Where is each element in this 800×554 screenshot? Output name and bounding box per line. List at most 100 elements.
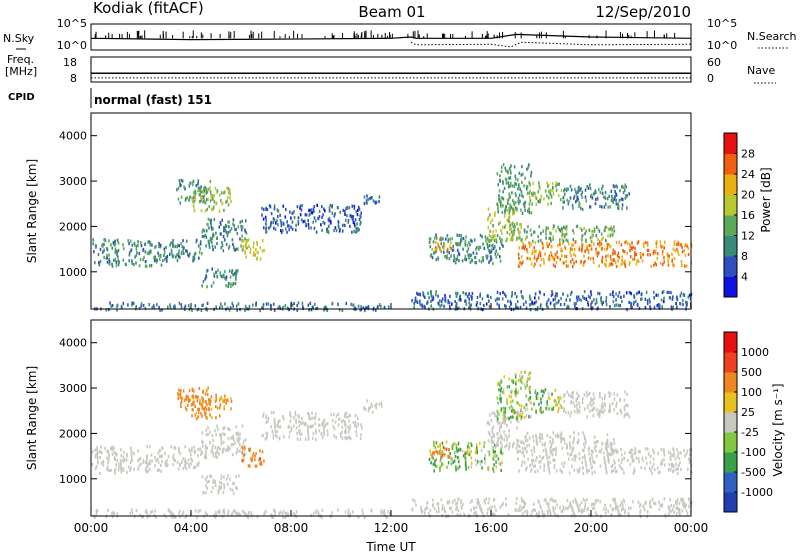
heatmap-cell bbox=[653, 451, 655, 455]
heatmap-cell bbox=[675, 462, 678, 467]
heatmap-cell bbox=[198, 250, 201, 255]
heatmap-cell bbox=[433, 443, 435, 447]
heatmap-cell bbox=[316, 306, 319, 310]
heatmap-cell bbox=[520, 404, 523, 408]
heatmap-cell bbox=[685, 452, 688, 456]
heatmap-cell bbox=[332, 424, 335, 428]
heatmap-cell bbox=[464, 452, 466, 456]
heatmap-cell bbox=[519, 378, 522, 383]
heatmap-cell bbox=[282, 515, 285, 520]
heatmap-cell bbox=[97, 460, 99, 464]
heatmap-cell bbox=[509, 227, 511, 231]
heatmap-cell bbox=[511, 235, 513, 239]
heatmap-cell bbox=[559, 257, 562, 261]
heatmap-cell bbox=[488, 451, 491, 455]
heatmap-cell bbox=[209, 413, 211, 417]
heatmap-cell bbox=[232, 242, 234, 246]
heatmap-cell bbox=[99, 471, 101, 476]
heatmap-cell bbox=[516, 497, 518, 501]
heatmap-cell bbox=[130, 450, 133, 454]
heatmap-cell bbox=[278, 437, 281, 441]
heatmap-cell bbox=[612, 252, 614, 256]
heatmap-cell bbox=[136, 251, 138, 255]
heatmap-cell bbox=[528, 377, 530, 381]
heatmap-cell bbox=[230, 399, 233, 403]
heatmap-cell bbox=[553, 399, 556, 403]
heatmap-cell bbox=[430, 461, 432, 465]
heatmap-cell bbox=[502, 163, 505, 167]
heatmap-cell bbox=[579, 405, 581, 409]
heatmap-cell bbox=[451, 237, 453, 241]
heatmap-cell bbox=[271, 515, 273, 519]
heatmap-cell bbox=[501, 225, 504, 229]
heatmap-cell bbox=[575, 260, 577, 264]
heatmap-cell bbox=[590, 247, 593, 251]
heatmap-cell bbox=[497, 432, 499, 436]
heatmap-cell bbox=[273, 419, 276, 423]
heatmap-cell bbox=[583, 453, 586, 458]
heatmap-cell bbox=[493, 434, 496, 438]
heatmap-cell bbox=[285, 207, 287, 212]
heatmap-cell bbox=[516, 305, 518, 309]
heatmap-cell bbox=[373, 306, 375, 310]
heatmap-cell bbox=[230, 443, 233, 447]
heatmap-cell bbox=[321, 435, 324, 440]
heatmap-cell bbox=[675, 301, 677, 306]
heatmap-cell bbox=[200, 308, 203, 312]
heatmap-cell bbox=[591, 408, 593, 412]
heatmap-cell bbox=[633, 452, 636, 456]
heatmap-cell bbox=[223, 475, 225, 479]
heatmap-cell bbox=[685, 304, 688, 308]
heatmap-cell bbox=[587, 186, 590, 190]
heatmap-cell bbox=[506, 385, 508, 389]
heatmap-cell bbox=[428, 240, 431, 244]
heatmap-cell bbox=[215, 513, 217, 517]
heatmap-cell bbox=[215, 393, 217, 397]
heatmap-cell bbox=[433, 440, 435, 444]
heatmap-cell bbox=[544, 447, 547, 451]
heatmap-cell bbox=[611, 448, 614, 452]
heatmap-cell bbox=[590, 257, 592, 261]
heatmap-cell bbox=[116, 250, 119, 254]
heatmap-cell bbox=[584, 436, 586, 440]
heatmap-cell bbox=[456, 456, 459, 460]
heatmap-cell bbox=[646, 301, 649, 305]
heatmap-cell bbox=[531, 251, 533, 256]
heatmap-cell bbox=[329, 219, 332, 223]
heatmap-cell bbox=[654, 502, 657, 506]
heatmap-cell bbox=[526, 407, 529, 411]
y-tick-label: 1000 bbox=[59, 266, 87, 279]
heatmap-cell bbox=[193, 257, 196, 261]
heatmap-cell bbox=[185, 249, 187, 253]
heatmap-cell bbox=[221, 241, 223, 245]
heatmap-cell bbox=[495, 249, 497, 253]
heatmap-cell bbox=[548, 502, 550, 506]
noise-frame bbox=[90, 23, 692, 51]
heatmap-cell bbox=[231, 269, 234, 273]
heatmap-cell bbox=[551, 392, 553, 396]
heatmap-cell bbox=[269, 224, 272, 229]
heatmap-cell bbox=[543, 498, 546, 502]
heatmap-cell bbox=[244, 250, 246, 254]
heatmap-cell bbox=[644, 502, 646, 506]
heatmap-cell bbox=[646, 248, 649, 252]
heatmap-cell bbox=[225, 284, 227, 288]
heatmap-cell bbox=[539, 187, 541, 191]
heatmap-cell bbox=[442, 451, 444, 456]
heatmap-cell bbox=[162, 259, 164, 263]
heatmap-cell bbox=[555, 301, 557, 305]
heatmap-cell bbox=[138, 251, 141, 256]
heatmap-cell bbox=[621, 255, 623, 259]
heatmap-cell bbox=[570, 452, 573, 456]
heatmap-cell bbox=[204, 186, 206, 190]
heatmap-cell bbox=[357, 304, 360, 308]
heatmap-cell bbox=[630, 292, 632, 296]
heatmap-cell bbox=[623, 250, 626, 254]
heatmap-cell bbox=[676, 448, 678, 452]
heatmap-cell bbox=[178, 388, 180, 392]
heatmap-cell bbox=[526, 377, 529, 381]
heatmap-cell bbox=[153, 259, 156, 263]
heatmap-cell bbox=[102, 242, 104, 246]
heatmap-cell bbox=[270, 425, 272, 429]
heatmap-cell bbox=[620, 409, 622, 413]
